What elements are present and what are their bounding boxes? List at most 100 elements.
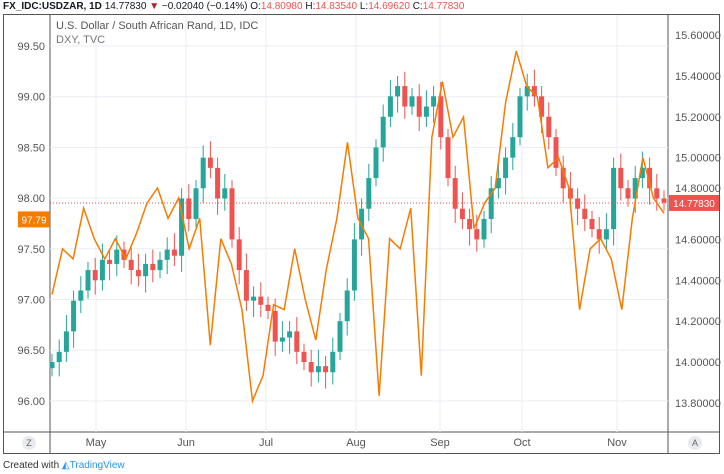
open-value: 14.80980: [260, 1, 303, 12]
left-tick-label: 99.50: [17, 41, 45, 53]
candle-body: [438, 96, 444, 138]
symbol-name: FX_IDC:USDZAR, 1D: [3, 1, 102, 12]
candle-body: [157, 259, 163, 271]
low-label: L:: [359, 1, 369, 12]
candle-body: [272, 310, 278, 342]
candle-body: [99, 259, 105, 281]
candle-body: [373, 147, 379, 179]
candle-body: [229, 188, 235, 240]
candle-body: [632, 178, 638, 199]
overlay-legend: DXY, TVC: [56, 34, 106, 46]
candle-body: [294, 331, 300, 352]
candle-body: [193, 188, 199, 219]
candle-body: [135, 270, 141, 277]
candle-body: [452, 178, 458, 209]
footer-prefix: Created with: [3, 460, 60, 471]
candle-body: [625, 188, 631, 199]
candle-body: [467, 218, 473, 230]
x-tick-label: Aug: [346, 437, 366, 449]
candle-body: [603, 229, 609, 240]
candle-body: [63, 331, 69, 352]
candle-body: [258, 296, 264, 305]
candle-body: [301, 351, 307, 363]
low-value: 14.69620: [368, 1, 410, 12]
candle-body: [366, 178, 372, 209]
candle-body: [524, 86, 530, 97]
x-tick-label: Jun: [177, 437, 195, 449]
candle-body: [445, 137, 451, 179]
right-tick-label: 15.00000: [675, 153, 721, 165]
dxy-current-tag: [18, 211, 50, 228]
candle-body: [107, 259, 113, 264]
candle-body: [128, 259, 134, 271]
candle-body: [380, 116, 386, 148]
candle-body: [582, 208, 588, 219]
auto-scale-button[interactable]: A: [688, 436, 702, 450]
candle-body: [423, 106, 429, 117]
price-change: −0.02040 (−0.14%): [161, 1, 248, 12]
candle-body: [495, 178, 501, 189]
zoom-reset-button[interactable]: Z: [22, 436, 36, 450]
candle-body: [92, 270, 98, 281]
candle-body: [243, 270, 249, 301]
candle-body: [488, 188, 494, 219]
candle-body: [143, 263, 149, 277]
candle-body: [474, 229, 480, 240]
high-label: H:: [305, 1, 316, 12]
candle-body: [589, 218, 595, 230]
candle-body: [49, 362, 55, 369]
right-tick-label: 14.20000: [675, 316, 721, 328]
candle-body: [481, 218, 487, 240]
candle-body: [85, 270, 91, 291]
candle-body: [395, 86, 401, 97]
left-tick-label: 96.00: [17, 396, 45, 408]
last-price: 14.77830: [104, 1, 147, 12]
high-value: 14.83540: [315, 1, 358, 12]
right-tick-label: 13.80000: [675, 398, 721, 410]
candle-body: [531, 86, 537, 97]
candle-body: [78, 290, 84, 301]
candle-body: [207, 157, 213, 168]
candle-body: [611, 167, 617, 230]
candle-body: [546, 116, 552, 138]
candle-body: [517, 96, 523, 138]
candle-body: [510, 137, 516, 158]
candle-body: [150, 263, 156, 271]
candle-body: [567, 188, 573, 199]
dxy-line: [51, 50, 665, 404]
right-tick-label: 15.60000: [675, 30, 721, 42]
footer: Created with ◭TradingView: [3, 460, 125, 471]
candle-body: [402, 86, 408, 107]
candle-body: [265, 304, 271, 311]
close-label: C:: [412, 1, 423, 12]
candle-body: [560, 167, 566, 189]
candle-body: [251, 296, 257, 301]
left-tick-label: 97.00: [17, 295, 45, 307]
candle-body: [639, 167, 645, 179]
candle-body: [459, 208, 465, 219]
down-arrow-icon: ▼: [149, 1, 160, 12]
candle-body: [409, 96, 415, 107]
candle-body: [575, 198, 581, 209]
candle-body: [287, 331, 293, 338]
candle-body: [56, 351, 62, 363]
current-price-tag: [669, 194, 719, 211]
dxy-current-label: 97.79: [21, 215, 46, 226]
candle-body: [114, 249, 120, 264]
footer-brand[interactable]: TradingView: [69, 460, 125, 471]
candle-body: [431, 96, 437, 107]
candle-body: [344, 290, 350, 322]
symbol-header: FX_IDC:USDZAR, 1D 14.77830 ▼ −0.02040 (−…: [3, 0, 464, 13]
left-tick-label: 99.00: [17, 92, 45, 104]
candle-body: [330, 351, 336, 373]
left-tick-label: 96.50: [17, 345, 45, 357]
candle-body: [215, 167, 221, 199]
candle-body: [186, 198, 192, 219]
x-tick-label: Oct: [513, 437, 530, 449]
close-value: 14.77830: [422, 1, 465, 12]
candle-body: [661, 198, 667, 203]
candle-body: [387, 96, 393, 117]
candle-body: [171, 249, 177, 256]
candle-body: [315, 366, 321, 373]
